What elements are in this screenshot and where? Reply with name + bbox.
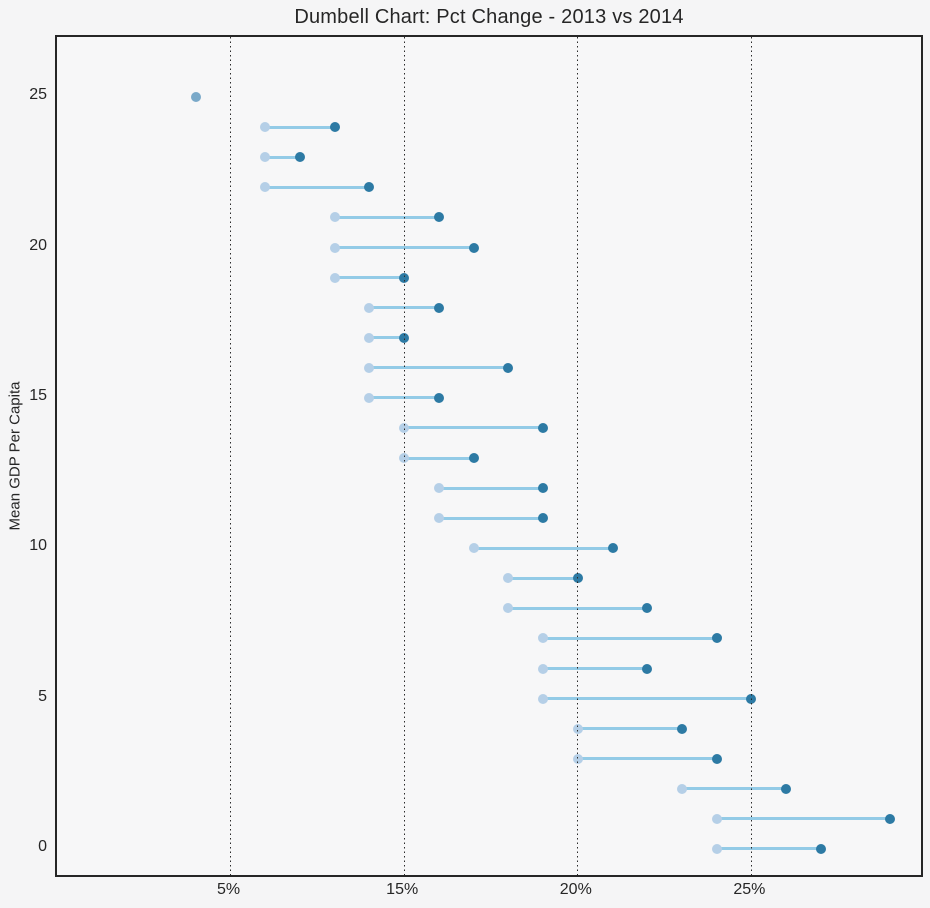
x-gridline [403, 37, 405, 875]
dot-2013 [538, 633, 549, 644]
y-tick-label: 25 [29, 86, 47, 104]
dot-2014 [885, 813, 896, 824]
dot-2013 [364, 332, 375, 343]
y-axis-label-wrap: Mean GDP Per Capita [4, 35, 26, 877]
dumbbell-connector-line [473, 546, 613, 550]
dot-2014 [642, 663, 653, 674]
dot-2013 [503, 573, 514, 584]
dot-2014 [781, 783, 792, 794]
dot-2013 [329, 272, 340, 283]
dot-2014 [468, 453, 479, 463]
dot-2013 [676, 783, 687, 794]
chart-title: Dumbell Chart: Pct Change - 2013 vs 2014 [294, 6, 684, 28]
dumbbell-connector-line [369, 366, 509, 370]
dot-2013 [468, 543, 479, 554]
dot-2014 [433, 212, 444, 223]
dot-2014 [538, 483, 549, 494]
dumbbell-connector-line [716, 817, 891, 821]
dot-2014 [295, 152, 306, 163]
x-gridline [577, 37, 579, 875]
dumbbell-connector-line [404, 426, 544, 430]
dot-2013 [711, 813, 722, 824]
dot-2013 [503, 603, 514, 614]
dot-2014 [815, 843, 826, 854]
dumbbell-connector-line [508, 576, 578, 580]
dot-2013 [433, 483, 444, 494]
dot-2014 [364, 182, 375, 193]
x-gridline [750, 37, 752, 875]
dumbbell-connector-line [265, 185, 370, 189]
dumbbell-connector-line [265, 155, 301, 159]
y-tick-label: 10 [29, 537, 47, 555]
dot-2013 [538, 663, 549, 674]
plot-area [55, 35, 923, 877]
dot-2014 [433, 302, 444, 313]
dumbbell-connector-line [334, 276, 405, 280]
dot-2013 [260, 152, 271, 163]
dumbbell-dot-overlap [190, 92, 201, 103]
y-tick-label: 20 [29, 236, 47, 254]
dumbbell-connector-line [543, 667, 648, 670]
dumbbell-connector-line [369, 336, 405, 340]
dot-2013 [364, 362, 375, 373]
dot-2014 [538, 513, 549, 524]
dot-2014 [329, 122, 340, 133]
dot-2014 [433, 392, 444, 403]
dot-2013 [364, 302, 375, 313]
dot-2014 [503, 362, 514, 373]
dot-2014 [538, 422, 549, 433]
y-tick-label: 0 [38, 837, 47, 855]
x-tick-label: 5% [217, 881, 241, 898]
dumbbell-connector-line [577, 727, 682, 731]
dot-2014 [711, 633, 722, 644]
dumbbell-connector-line [716, 847, 821, 851]
dot-2014 [468, 242, 479, 253]
dot-2013 [260, 122, 271, 133]
x-tick-label: 15% [386, 881, 419, 898]
dumbbell-connector-line [438, 486, 544, 490]
dot-2014 [676, 723, 687, 734]
dot-2013 [364, 392, 375, 403]
dot-2014 [711, 753, 722, 764]
dot-2013 [538, 693, 549, 704]
x-tick-label: 20% [559, 881, 592, 898]
dot-2013 [711, 843, 722, 854]
dot-2013 [329, 242, 340, 253]
dot-2013 [329, 212, 340, 223]
dot-2014 [607, 543, 618, 554]
x-gridline [230, 37, 232, 875]
dumbbell-connector-line [334, 215, 439, 219]
dumbbell-connector-line [577, 757, 717, 761]
x-tick-label: 25% [733, 881, 766, 898]
dumbbell-connector-line [265, 125, 335, 129]
dot-2013 [433, 513, 444, 524]
dot-2014 [642, 603, 653, 614]
dumbbell-connector-line [543, 697, 752, 701]
dumbbell-connector-line [681, 787, 787, 791]
dumbbell-connector-line [404, 456, 474, 460]
y-tick-label: 5 [38, 687, 47, 705]
dot-2013 [260, 182, 271, 193]
y-tick-label: 15 [29, 386, 47, 404]
dumbbell-connector-line [438, 516, 544, 520]
dumbbell-connector-line [543, 636, 717, 640]
